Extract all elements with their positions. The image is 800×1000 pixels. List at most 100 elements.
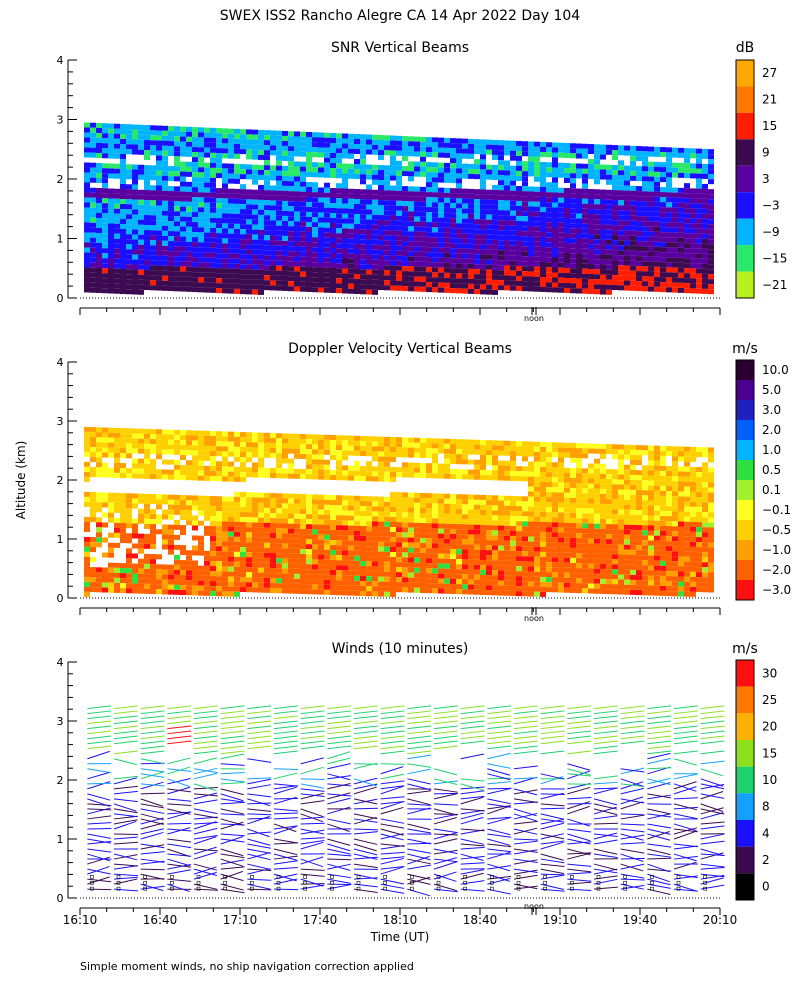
doppler-cell (102, 452, 108, 458)
snr-cell (156, 140, 162, 146)
snr-cell (264, 210, 270, 216)
snr-cell (126, 149, 132, 155)
snr-cell (444, 267, 450, 273)
snr-cell (522, 241, 528, 247)
doppler-cell (258, 457, 264, 463)
doppler-cell (252, 567, 258, 573)
snr-cell (456, 208, 462, 214)
doppler-cell (222, 526, 228, 532)
snr-cell (276, 245, 282, 251)
snr-cell (324, 252, 330, 258)
doppler-cell (450, 448, 456, 454)
doppler-cell (150, 514, 156, 520)
snr-cell (618, 220, 624, 226)
snr-cell (312, 182, 318, 188)
snr-cell (666, 152, 672, 158)
doppler-cell (276, 438, 282, 444)
doppler-cell (228, 571, 234, 577)
snr-cell (228, 248, 234, 254)
doppler-cell (258, 567, 264, 573)
snr-cell (300, 201, 306, 207)
doppler-cell (468, 529, 474, 535)
snr-cell (324, 137, 330, 143)
doppler-cell (378, 581, 384, 587)
snr-cell (396, 235, 402, 241)
snr-cell (516, 170, 522, 176)
snr-cell (450, 168, 456, 174)
snr-cell (246, 239, 252, 245)
snr-cell (126, 184, 132, 190)
snr-cell (108, 163, 114, 169)
doppler-cell (264, 452, 270, 458)
snr-cell (318, 212, 324, 218)
snr-cell (192, 187, 198, 193)
doppler-cell (294, 518, 300, 524)
snr-cell (480, 164, 486, 170)
snr-cell (342, 198, 348, 204)
snr-cell (240, 249, 246, 255)
snr-cell (366, 164, 372, 170)
snr-cell (432, 137, 438, 143)
snr-cell (414, 276, 420, 282)
doppler-cell (240, 507, 246, 513)
doppler-cell (438, 533, 444, 539)
snr-cell (210, 137, 216, 143)
snr-cell (108, 198, 114, 204)
doppler-cell (468, 564, 474, 570)
snr-cell (576, 213, 582, 219)
snr-cell (318, 267, 324, 273)
snr-cell (132, 209, 138, 215)
snr-cell (360, 289, 366, 295)
doppler-cell (174, 474, 180, 480)
doppler-cell (96, 452, 102, 458)
doppler-cell (138, 463, 144, 469)
snr-cell (618, 215, 624, 221)
doppler-cell (432, 473, 438, 479)
snr-cell (378, 285, 384, 291)
snr-cell (330, 277, 336, 283)
snr-cell (624, 205, 630, 211)
snr-cell (84, 237, 90, 243)
snr-cell (390, 190, 396, 196)
snr-cell (384, 170, 390, 176)
snr-cell (336, 283, 342, 289)
doppler-cell (210, 536, 216, 542)
snr-cell (108, 258, 114, 264)
snr-cell (354, 284, 360, 290)
doppler-cell (330, 510, 336, 516)
doppler-cell (216, 511, 222, 517)
doppler-cell (324, 434, 330, 440)
doppler-cell (246, 562, 252, 568)
doppler-cell (162, 564, 168, 570)
doppler-cell (156, 529, 162, 535)
snr-cell (120, 259, 126, 265)
doppler-cell (150, 574, 156, 580)
snr-cell (102, 153, 108, 159)
snr-cell (534, 206, 540, 212)
doppler-cell (360, 576, 366, 582)
doppler-cell (162, 569, 168, 575)
doppler-cell (396, 552, 402, 558)
snr-cell (516, 190, 522, 196)
doppler-cell (300, 564, 306, 570)
snr-cell (270, 240, 276, 246)
doppler-cell (288, 578, 294, 584)
snr-cell (438, 267, 444, 273)
snr-cell (684, 183, 690, 189)
snr-cell (456, 178, 462, 184)
snr-cell (294, 246, 300, 252)
snr-cell (156, 190, 162, 196)
snr-cell (660, 227, 666, 233)
snr-cell (600, 264, 606, 270)
doppler-cell (474, 469, 480, 475)
snr-cell (234, 148, 240, 154)
snr-cell (222, 278, 228, 284)
snr-cell (684, 273, 690, 279)
snr-cell (510, 205, 516, 211)
snr-cell (444, 197, 450, 203)
snr-cell (108, 223, 114, 229)
snr-cell (480, 154, 486, 160)
snr-cell (570, 238, 576, 244)
snr-cell (84, 257, 90, 263)
snr-cell (678, 257, 684, 263)
